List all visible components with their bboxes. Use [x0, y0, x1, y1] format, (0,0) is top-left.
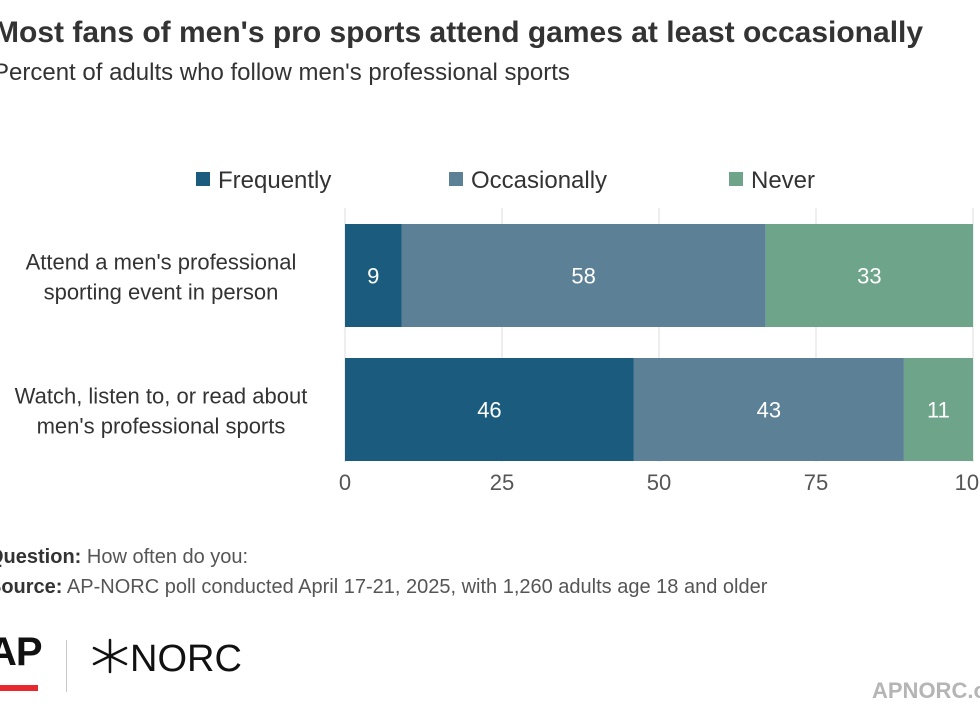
- question-note: Question: How often do you:: [0, 546, 248, 569]
- x-tick-label-0: 0: [339, 470, 351, 495]
- norc-logo: NORC: [92, 638, 242, 676]
- legend-swatch-0: [196, 172, 210, 186]
- category-label-1-1: men's professional sports: [37, 414, 286, 439]
- bar-1-1: [633, 358, 904, 461]
- legend-label-0: Frequently: [218, 167, 331, 194]
- x-tick-label-4: 100: [955, 470, 980, 495]
- x-tick-label-2: 50: [647, 470, 671, 495]
- question-text: How often do you:: [81, 546, 249, 568]
- legend-label-1: Occasionally: [471, 167, 607, 194]
- norc-logo-text: NORC: [130, 638, 242, 676]
- category-label-0-0: Attend a men's professional: [26, 250, 297, 275]
- legend: Frequently Occasionally Never: [196, 167, 815, 194]
- ap-logo-underline: [0, 685, 38, 691]
- bars: 9 58 33 46 43 11: [345, 224, 973, 461]
- bar-0-1: [401, 224, 766, 327]
- ap-logo: AP: [0, 630, 43, 674]
- legend-label-2: Never: [751, 167, 815, 194]
- legend-swatch-2: [729, 172, 743, 186]
- bar-value-label-0-0: 9: [367, 264, 379, 289]
- chart-subtitle: Percent of adults who follow men's profe…: [0, 59, 570, 86]
- x-tick-label-1: 25: [490, 470, 514, 495]
- source-label: Source:: [0, 576, 63, 598]
- source-note: Source: AP-NORC poll conducted April 17-…: [0, 576, 767, 599]
- legend-swatch-1: [449, 172, 463, 186]
- x-axis-ticks: 0 25 50 75 100: [339, 470, 980, 495]
- category-label-1-0: Watch, listen to, or read about: [15, 384, 308, 409]
- bar-0-0: [345, 224, 402, 327]
- x-tick-label-3: 75: [804, 470, 828, 495]
- bar-value-label-0-1: 58: [571, 264, 595, 289]
- star-icon: [92, 638, 128, 674]
- question-label: Question:: [0, 546, 82, 568]
- bar-value-label-0-2: 33: [857, 264, 881, 289]
- category-label-0-1: sporting event in person: [44, 280, 279, 305]
- source-text: AP-NORC poll conducted April 17-21, 2025…: [62, 576, 768, 598]
- logo-divider: [66, 640, 67, 692]
- bar-value-label-1-1: 43: [757, 398, 781, 423]
- bar-value-label-1-2: 11: [927, 398, 950, 423]
- site-link[interactable]: APNORC.org: [872, 678, 980, 703]
- bar-1-0: [345, 358, 634, 461]
- bar-1-2: [903, 358, 973, 461]
- bar-0-2: [765, 224, 973, 327]
- bar-value-label-1-0: 46: [477, 398, 501, 423]
- chart-title: Most fans of men's pro sports attend gam…: [0, 16, 924, 49]
- category-labels: Attend a men's professional sporting even…: [15, 250, 308, 439]
